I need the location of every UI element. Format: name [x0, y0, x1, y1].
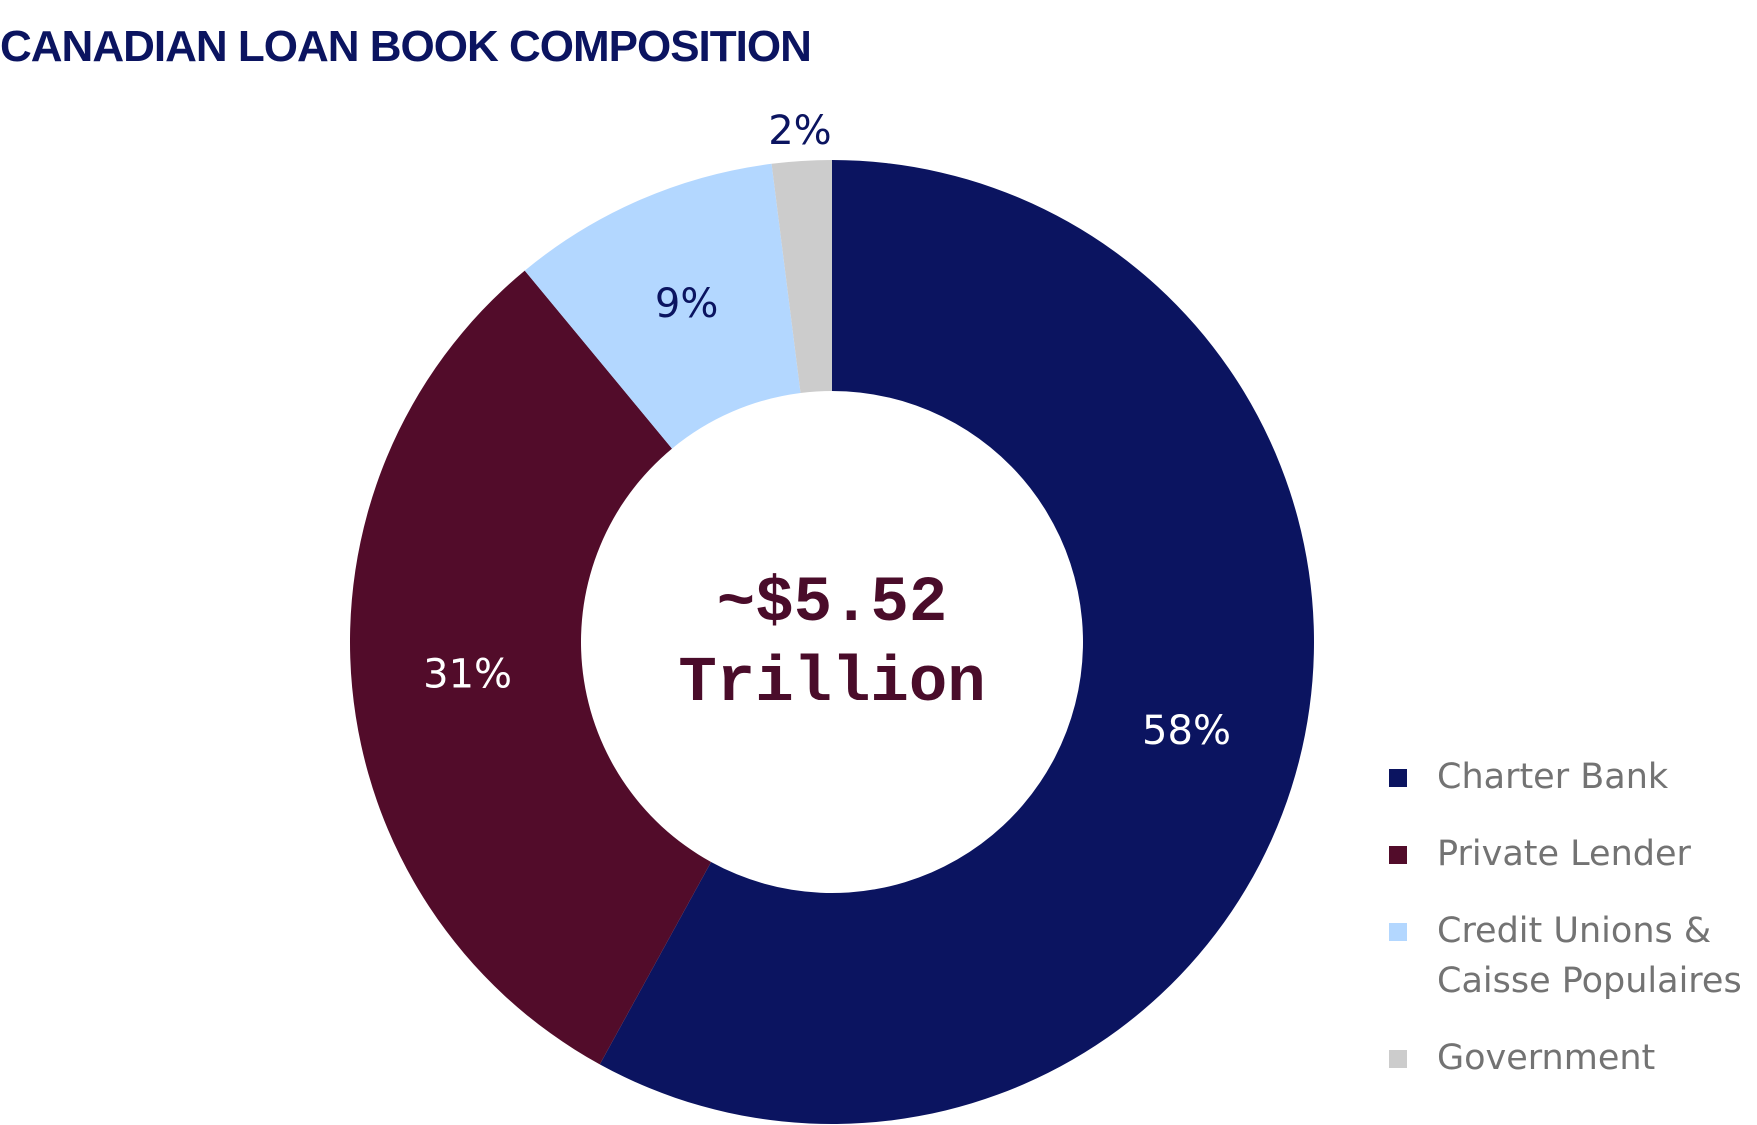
slice-private-lender [349, 270, 712, 1065]
legend-swatch [1389, 1050, 1407, 1068]
donut-slices [349, 160, 1314, 1124]
legend-label: Credit Unions & Caisse Populaires [1437, 911, 1742, 1001]
slice-label-credit-unions-and-caisse-populaires: 9% [655, 281, 718, 327]
slice-credit-unions-and-caisse-populaires [524, 163, 801, 449]
legend-swatch [1389, 846, 1407, 864]
center-total-unit: Trillion [678, 648, 985, 720]
legend-label: Charter Bank [1437, 757, 1669, 797]
legend-item-credit-unions-and-caisse-populaires: Credit Unions & Caisse Populaires [1389, 906, 1749, 1006]
legend-swatch [1389, 769, 1407, 787]
legend-label: Government [1437, 1038, 1656, 1078]
slice-charter-bank [599, 160, 1314, 1124]
legend-item-private-lender: Private Lender [1389, 829, 1749, 879]
legend-item-government: Government [1389, 1033, 1749, 1083]
legend-swatch [1389, 923, 1407, 941]
slice-government [771, 160, 832, 393]
slice-label-charter-bank: 58% [1142, 708, 1231, 754]
chart-title: CANADIAN LOAN BOOK COMPOSITION [0, 22, 812, 71]
legend: Charter Bank Private Lender Credit Unions … [1389, 752, 1749, 1110]
slice-label-government: 2% [768, 108, 831, 154]
slice-label-private-lender: 31% [423, 651, 512, 697]
center-total-value: ~$5.52 [717, 568, 947, 640]
slice-labels: 58% 31% 9% 2% [423, 108, 1231, 754]
legend-label: Private Lender [1437, 834, 1691, 874]
legend-item-charter-bank: Charter Bank [1389, 752, 1749, 802]
